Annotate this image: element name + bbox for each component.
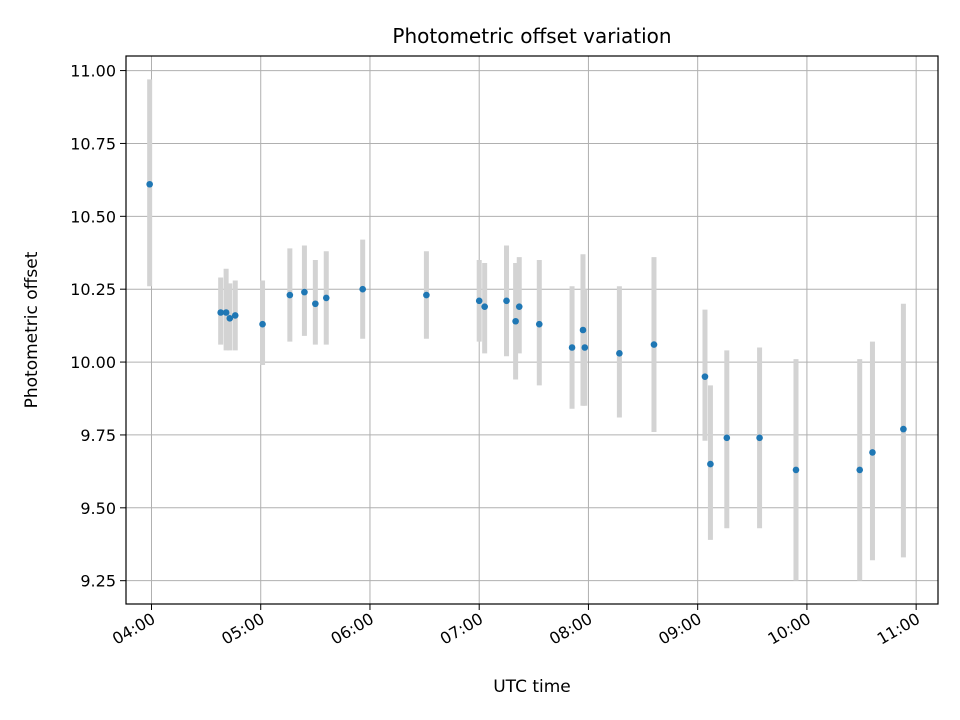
data-point bbox=[312, 300, 319, 308]
x-tick-label: 09:00 bbox=[655, 609, 704, 649]
x-tick-label: 11:00 bbox=[874, 609, 923, 649]
data-point bbox=[222, 309, 230, 316]
data-point bbox=[286, 291, 294, 299]
data-point bbox=[359, 285, 366, 293]
x-axis: 04:00 05:00 06:00 07:00 08:00 09:00 10:00 11:00 bbox=[109, 604, 923, 649]
data-point bbox=[650, 341, 658, 348]
data-point bbox=[481, 303, 488, 310]
data-point bbox=[792, 466, 800, 474]
data-point bbox=[869, 449, 876, 456]
y-tick-label: 10.00 bbox=[70, 353, 116, 372]
x-tick-label: 05:00 bbox=[218, 609, 267, 649]
data-point bbox=[856, 466, 864, 474]
y-tick-label: 10.75 bbox=[70, 134, 116, 153]
data-point bbox=[512, 317, 519, 325]
x-tick-label: 07:00 bbox=[437, 609, 486, 649]
data-point bbox=[723, 434, 731, 442]
data-point bbox=[226, 315, 234, 322]
errorbars bbox=[147, 79, 906, 581]
data-point bbox=[756, 434, 763, 442]
x-tick-label: 08:00 bbox=[546, 609, 595, 649]
plot-frame bbox=[125, 55, 939, 605]
data-point bbox=[707, 460, 714, 468]
data-point bbox=[535, 320, 543, 328]
data-point bbox=[568, 344, 576, 351]
y-tick-label: 9.50 bbox=[80, 499, 116, 518]
data-point bbox=[515, 303, 523, 310]
y-axis: 9.25 9.50 9.75 10.00 10.25 10.50 10.75 11.00 bbox=[70, 62, 126, 591]
data-point bbox=[301, 288, 308, 296]
y-axis-label: Photometric offset bbox=[22, 251, 42, 408]
x-tick-label: 10:00 bbox=[764, 609, 813, 649]
data-point bbox=[701, 373, 709, 380]
data-point bbox=[900, 425, 907, 433]
data-points bbox=[146, 180, 907, 474]
data-point bbox=[616, 350, 623, 357]
data-point bbox=[579, 326, 587, 334]
data-point bbox=[322, 294, 330, 302]
data-point bbox=[217, 309, 224, 316]
x-tick-label: 04:00 bbox=[109, 609, 158, 649]
data-point bbox=[423, 291, 430, 299]
y-tick-label: 9.25 bbox=[80, 572, 116, 591]
data-point bbox=[475, 297, 483, 305]
grid bbox=[126, 56, 938, 604]
chart-title: Photometric offset variation bbox=[392, 24, 671, 48]
y-tick-label: 11.00 bbox=[70, 62, 116, 81]
y-tick-label: 9.75 bbox=[80, 426, 116, 445]
y-tick-label: 10.50 bbox=[70, 207, 116, 226]
x-tick-label: 06:00 bbox=[328, 609, 377, 649]
data-point bbox=[231, 312, 239, 319]
data-point bbox=[581, 344, 589, 351]
data-point bbox=[259, 320, 266, 328]
y-tick-label: 10.25 bbox=[70, 280, 116, 299]
x-axis-label: UTC time bbox=[493, 677, 571, 697]
data-point bbox=[146, 180, 153, 188]
data-point bbox=[503, 297, 510, 305]
